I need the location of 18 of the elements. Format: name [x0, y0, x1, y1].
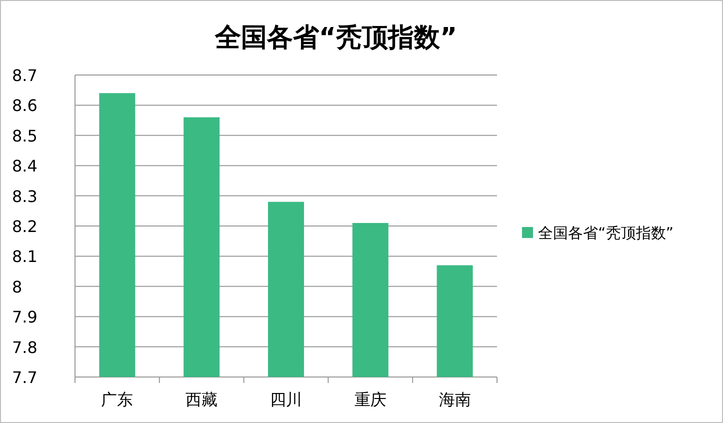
- y-tick-label: 8.3: [12, 186, 38, 206]
- x-tick-label: 广东: [101, 390, 134, 409]
- chart-title: 全国各省“秃顶指数”: [214, 23, 458, 53]
- x-tick-label: 四川: [270, 390, 302, 409]
- y-tick-label: 8.1: [12, 247, 38, 266]
- y-tick-label: 8.2: [12, 217, 38, 236]
- legend-label: 全国各省“秃顶指数”: [538, 224, 674, 242]
- y-tick-label: 7.9: [12, 308, 38, 327]
- y-tick-label: 8.6: [12, 96, 38, 116]
- x-tick-label: 重庆: [354, 390, 386, 409]
- x-tick-label: 西藏: [186, 390, 218, 409]
- y-tick-label: 8.7: [12, 66, 38, 85]
- y-tick-label: 8.4: [12, 156, 38, 176]
- x-tick-label: 海南: [438, 390, 471, 409]
- y-tick-label: 7.7: [12, 368, 38, 387]
- y-tick-label: 8: [12, 277, 22, 296]
- y-tick-label: 7.8: [12, 338, 38, 357]
- y-tick-label: 8.5: [12, 126, 38, 146]
